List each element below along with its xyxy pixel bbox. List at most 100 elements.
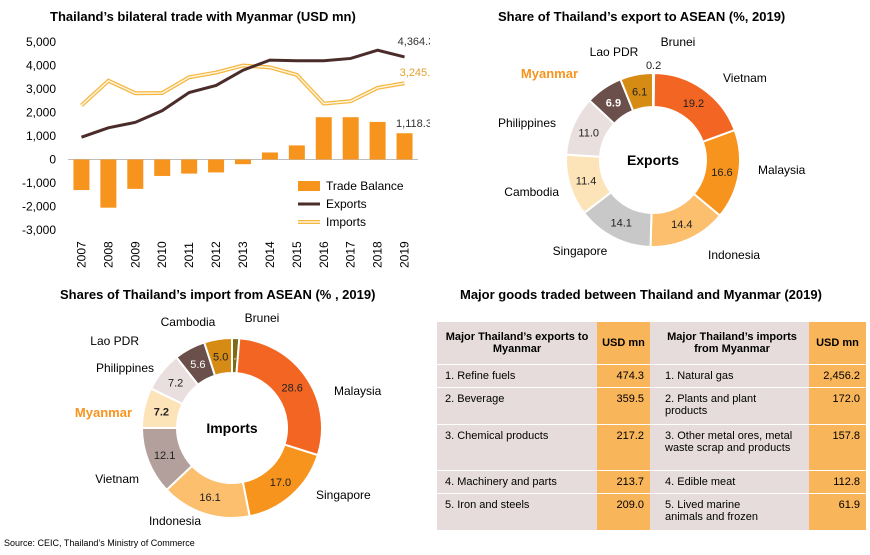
col-exports-header: Major Thailand’s exports to Myanmar bbox=[445, 331, 589, 355]
y-tick-label: -1,000 bbox=[22, 176, 56, 190]
slice-cambodia bbox=[202, 336, 233, 377]
x-tick-label: 2018 bbox=[371, 241, 385, 268]
y-tick-label: -3,000 bbox=[22, 223, 56, 237]
x-tick-label: 2007 bbox=[74, 241, 88, 268]
x-tick-label: 2008 bbox=[101, 241, 115, 268]
trade-chart-title: Thailand’s bilateral trade with Myanmar … bbox=[50, 9, 356, 24]
export-value: 213.7 bbox=[597, 471, 650, 493]
trade-chart: 5,000 4,000 3,000 2,000 1,000 0 -1,000 -2,000 -3… bbox=[22, 35, 430, 268]
slice-category-label: Singapore bbox=[553, 244, 608, 258]
y-tick-label: 3,000 bbox=[26, 82, 56, 96]
import-item: 4. Edible meat bbox=[665, 476, 736, 488]
y-tick-label: 0 bbox=[49, 153, 56, 167]
exports-line bbox=[80, 48, 405, 139]
slice-category-label: Brunei bbox=[661, 35, 696, 49]
export-item: 4. Machinery and parts bbox=[445, 476, 557, 488]
trade-balance-bar bbox=[208, 159, 225, 173]
slice-category-label: Myanmar bbox=[521, 66, 578, 81]
slice-category-label: Vietnam bbox=[95, 472, 139, 486]
y-tick-label: 1,000 bbox=[26, 129, 56, 143]
slice-value-label: 14.4 bbox=[671, 219, 692, 231]
import-value: 112.8 bbox=[809, 471, 866, 493]
trade-balance-bar bbox=[396, 133, 413, 160]
table-divider bbox=[437, 364, 866, 365]
legend-label-exports: Exports bbox=[326, 197, 367, 211]
slice-value-label: 0.2 bbox=[646, 60, 661, 72]
slice-value-label: 16.1 bbox=[199, 492, 220, 504]
slice-value-label: 7.2 bbox=[154, 407, 169, 419]
slice-value-label: 7.2 bbox=[168, 377, 183, 389]
data-label-balance: 1,118.3 bbox=[396, 118, 430, 130]
trade-balance-bar bbox=[342, 117, 359, 160]
slice-value-label: 11.0 bbox=[578, 127, 599, 139]
trade-balance-bar bbox=[315, 117, 332, 160]
x-tick-label: 2014 bbox=[263, 241, 277, 268]
slice-category-label: Singapore bbox=[316, 488, 371, 502]
legend-label-balance: Trade Balance bbox=[326, 179, 404, 193]
export-value: 359.5 bbox=[597, 388, 650, 424]
import-item: 3. Other metal ores, metal waste scrap a… bbox=[665, 430, 793, 454]
slice-value-label: 5.0 bbox=[213, 351, 228, 363]
trade-balance-bar bbox=[369, 121, 386, 160]
slice-category-label: Malaysia bbox=[758, 163, 806, 177]
slice-value-label: 5.6 bbox=[190, 359, 205, 371]
table-row: 3. Chemical products 217.2 3. Other meta… bbox=[437, 425, 866, 470]
slice-category-label: Philippines bbox=[96, 361, 154, 375]
import-item: 1. Natural gas bbox=[665, 370, 734, 382]
import-item: 5. Lived marine animals and frozen bbox=[665, 499, 758, 523]
source-note: Source: CEIC, Thailand’s Ministry of Com… bbox=[4, 538, 195, 548]
y-tick-label: 5,000 bbox=[26, 35, 56, 49]
legend-swatch-balance bbox=[298, 181, 320, 191]
slice-category-label: Vietnam bbox=[723, 71, 767, 85]
export-item: 1. Refine fuels bbox=[445, 370, 516, 382]
table-row: 5. Iron and steels 209.0 5. Lived marine… bbox=[437, 494, 866, 530]
export-value: 209.0 bbox=[597, 494, 650, 530]
export-value: 474.3 bbox=[597, 365, 650, 387]
slice-malaysia bbox=[235, 337, 323, 457]
slice-category-label: Lao PDR bbox=[90, 334, 139, 348]
col-import-usd-header: USD mn bbox=[809, 322, 866, 364]
import-value: 2,456.2 bbox=[809, 365, 866, 387]
trade-balance-bar bbox=[288, 145, 305, 160]
x-tick-label: 2016 bbox=[317, 241, 331, 268]
y-tick-label: -2,000 bbox=[22, 200, 56, 214]
slice-value-label: 16.6 bbox=[711, 167, 732, 179]
table-row: 2. Beverage 359.5 2. Plants and plant pr… bbox=[437, 388, 866, 424]
slice-category-label: Cambodia bbox=[161, 315, 216, 329]
donut-center-label: Imports bbox=[206, 420, 258, 436]
import-value: 61.9 bbox=[809, 494, 866, 530]
slice-value-label: 11.4 bbox=[576, 175, 597, 187]
y-tick-label: 2,000 bbox=[26, 106, 56, 120]
import-value: 172.0 bbox=[809, 388, 866, 424]
table-divider bbox=[437, 493, 866, 494]
x-tick-label: 2017 bbox=[344, 241, 358, 268]
slice-value-label: 17.0 bbox=[270, 477, 291, 489]
table-divider bbox=[437, 424, 866, 425]
slice-category-label: Philippines bbox=[498, 116, 556, 130]
x-tick-label: 2013 bbox=[236, 241, 250, 268]
table-divider bbox=[437, 387, 866, 388]
x-tick-label: 2015 bbox=[290, 241, 304, 268]
slice-category-label: Brunei bbox=[245, 311, 280, 325]
trade-balance-bar bbox=[154, 159, 171, 176]
slice-category-label: Indonesia bbox=[708, 248, 760, 262]
trade-balance-bar bbox=[73, 159, 90, 191]
y-tick-label: 4,000 bbox=[26, 59, 56, 73]
slice-category-label: Malaysia bbox=[334, 384, 382, 398]
slice-category-label: Myanmar bbox=[75, 405, 132, 420]
x-tick-label: 2011 bbox=[182, 242, 196, 268]
trade-balance-bar bbox=[181, 159, 198, 174]
slice-value-label: 14.1 bbox=[610, 217, 631, 229]
imports-line-inner bbox=[80, 64, 405, 107]
export-item: 5. Iron and steels bbox=[445, 499, 530, 511]
export-share-title: Share of Thailand’s export to ASEAN (%, … bbox=[498, 9, 786, 24]
slice-value-label: 12.1 bbox=[154, 450, 175, 462]
x-tick-label: 2019 bbox=[398, 241, 412, 268]
trade-balance-bar bbox=[261, 152, 278, 160]
import-value: 157.8 bbox=[809, 425, 866, 470]
data-label-exports: 4,364.3 bbox=[398, 36, 430, 48]
slice-category-label: Cambodia bbox=[504, 185, 559, 199]
import-item: 2. Plants and plant products bbox=[665, 393, 757, 417]
